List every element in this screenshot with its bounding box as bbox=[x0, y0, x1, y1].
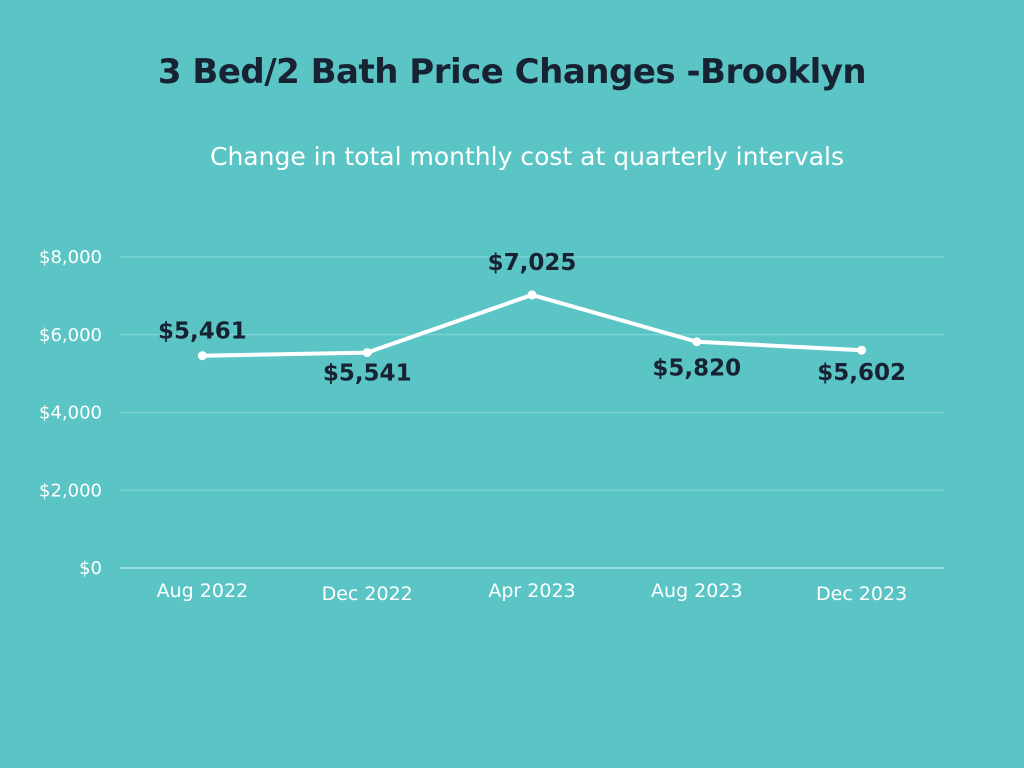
chart-subtitle: Change in total monthly cost at quarterl… bbox=[209, 142, 845, 171]
data-label: $5,541 bbox=[323, 361, 412, 387]
data-label: $7,025 bbox=[488, 250, 577, 276]
data-label: $5,820 bbox=[652, 356, 741, 382]
data-label: $5,602 bbox=[817, 360, 906, 386]
y-tick-label: $8,000 bbox=[39, 247, 102, 268]
y-tick-label: $0 bbox=[79, 558, 102, 579]
data-point bbox=[692, 337, 702, 347]
data-label: $5,461 bbox=[158, 319, 247, 345]
y-tick-label: $2,000 bbox=[39, 480, 102, 501]
data-point bbox=[362, 348, 372, 358]
x-tick-label: Dec 2022 bbox=[322, 583, 413, 605]
x-tick-label: Aug 2022 bbox=[157, 580, 249, 602]
x-tick-label: Apr 2023 bbox=[488, 580, 575, 602]
data-point bbox=[527, 290, 537, 300]
chart-title: 3 Bed/2 Bath Price Changes -Brooklyn bbox=[157, 52, 867, 92]
data-point bbox=[857, 345, 867, 355]
series-line bbox=[200, 292, 864, 358]
data-point bbox=[197, 351, 207, 361]
x-tick-label: Dec 2023 bbox=[816, 583, 907, 605]
y-tick-label: $4,000 bbox=[39, 403, 102, 424]
y-tick-label: $6,000 bbox=[39, 325, 102, 346]
x-tick-label: Aug 2023 bbox=[651, 580, 743, 602]
